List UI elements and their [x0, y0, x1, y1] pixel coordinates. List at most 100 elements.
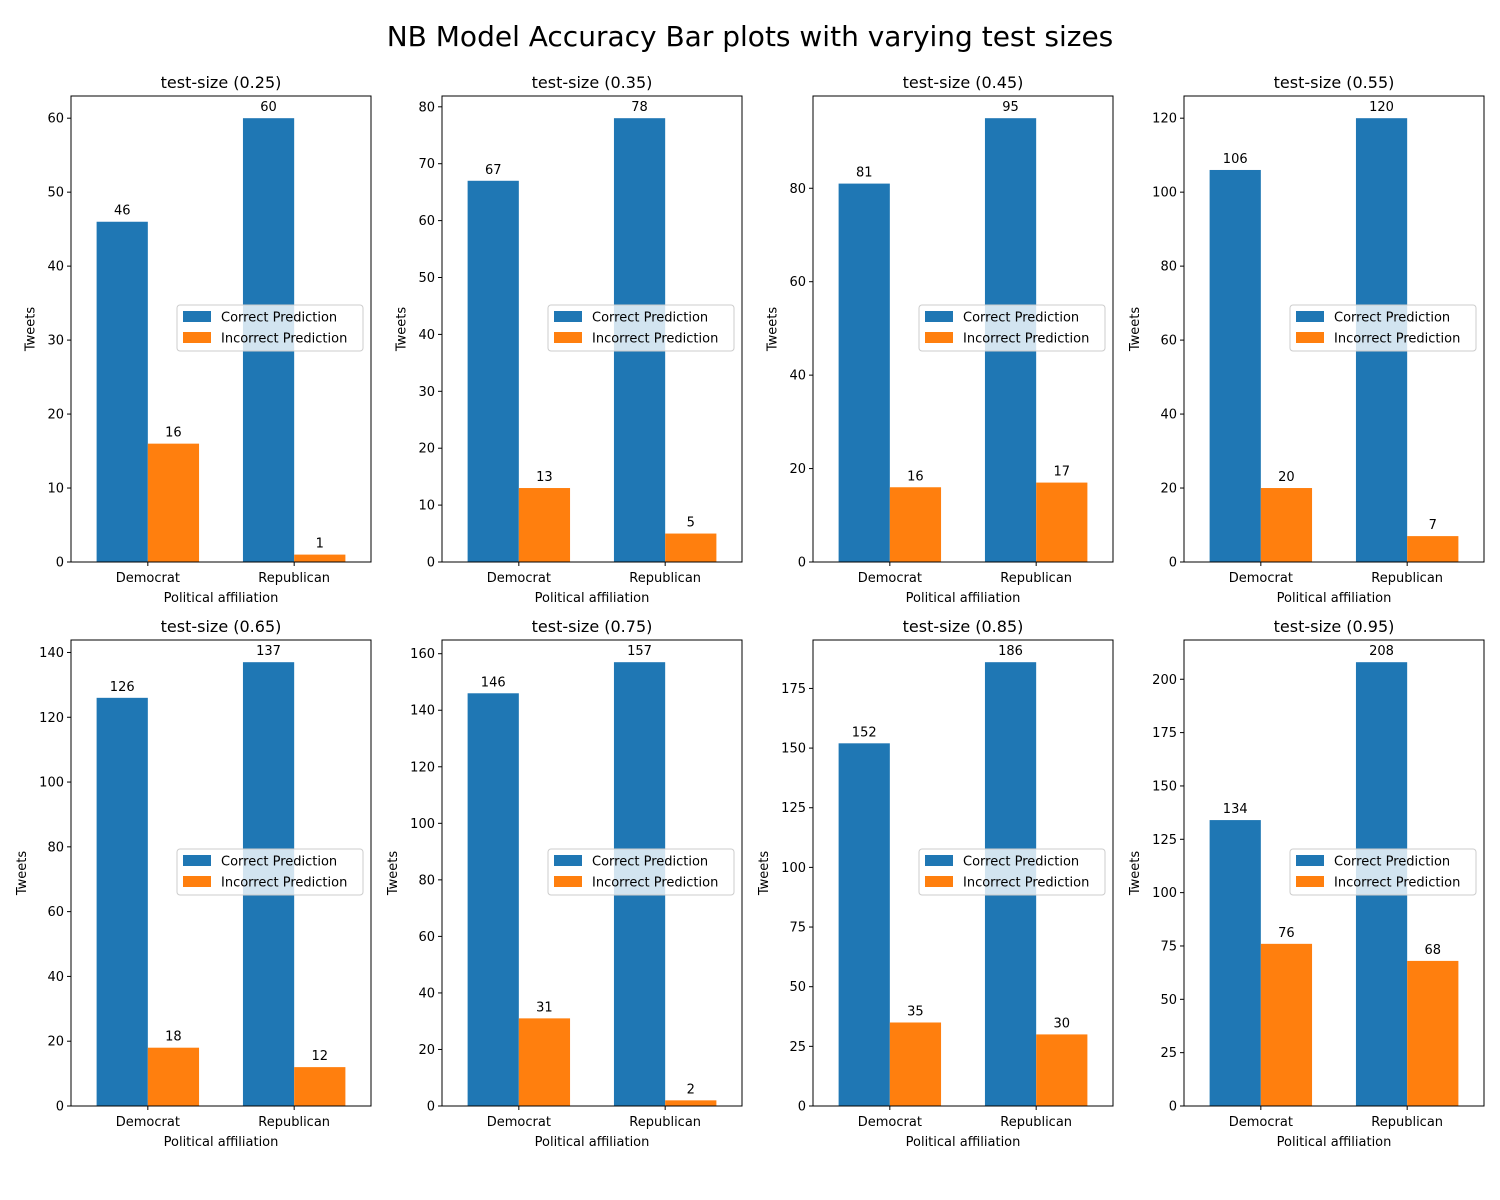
panel-8: 134 208 76 68 0 25 50 75 100 125 150 175 200 Democrat… [1128, 617, 1485, 1150]
y-tick-label: 10 [47, 482, 64, 497]
y-tick-label: 100 [410, 817, 435, 832]
legend: Correct Prediction Incorrect Prediction [547, 304, 735, 352]
correct-bar-democrat [1209, 169, 1261, 562]
y-tick-label: 140 [410, 704, 435, 719]
incorrect-bar-democrat [889, 1022, 942, 1106]
y-tick-label: 0 [56, 1100, 64, 1115]
legend-box [1289, 304, 1477, 352]
bar-value-label: 134 [1223, 802, 1248, 817]
bar-value-label: 208 [1369, 644, 1394, 659]
legend: Correct Prediction Incorrect Prediction [176, 848, 364, 896]
bar-value-label: 76 [1278, 926, 1295, 941]
legend-swatch [554, 332, 582, 343]
incorrect-bar-republican [1407, 536, 1459, 562]
panel-title: test-size (0.55) [1274, 73, 1395, 92]
x-tick-label: Republican [1371, 571, 1443, 586]
y-tick-label: 160 [410, 647, 435, 662]
bar-value-label: 16 [907, 469, 924, 484]
incorrect-bar-republican [1407, 960, 1459, 1106]
x-tick-label: Republican [1371, 1115, 1443, 1130]
legend-swatch [925, 876, 953, 887]
y-tick-label: 70 [418, 157, 435, 172]
y-tick-label: 25 [1160, 1046, 1177, 1061]
y-tick-label: 125 [1152, 833, 1177, 848]
axes-frame [70, 95, 372, 563]
bar-value-label: 68 [1425, 943, 1442, 958]
bar-value-label: 17 [1054, 465, 1071, 480]
x-tick-label: Democrat [116, 1115, 180, 1130]
y-tick-label: 60 [789, 275, 806, 290]
legend-entry: Correct Prediction [1334, 855, 1450, 870]
bar-value-label: 5 [687, 516, 695, 531]
y-tick-label: 200 [1152, 673, 1177, 688]
legend-swatch [183, 332, 211, 343]
y-tick-label: 20 [1160, 482, 1177, 497]
legend: Correct Prediction Incorrect Prediction [176, 304, 364, 352]
legend: Correct Prediction Incorrect Prediction [1289, 304, 1477, 352]
x-tick-label: Democrat [858, 571, 922, 586]
bar-value-label: 152 [852, 725, 877, 740]
legend-box [547, 304, 735, 352]
legend-swatch [554, 855, 582, 866]
legend-entry: Incorrect Prediction [221, 876, 347, 891]
y-tick-label: 30 [47, 334, 64, 349]
legend-entry: Incorrect Prediction [1334, 332, 1460, 347]
legend-swatch [554, 311, 582, 322]
x-tick-label: Democrat [858, 1115, 922, 1130]
panel-title: test-size (0.65) [161, 617, 282, 636]
y-tick-label: 100 [1152, 186, 1177, 201]
axes-frame [441, 95, 743, 563]
x-axis-label: Political affiliation [1277, 591, 1392, 606]
y-tick-label: 40 [789, 369, 806, 384]
bar-value-label: 120 [1369, 100, 1394, 115]
y-tick-label: 125 [781, 801, 806, 816]
figure-title: NB Model Accuracy Bar plots with varying… [387, 20, 1114, 53]
legend: Correct Prediction Incorrect Prediction [918, 304, 1106, 352]
legend-entry: Correct Prediction [592, 311, 708, 326]
y-tick-label: 25 [789, 1040, 806, 1055]
y-tick-label: 50 [47, 186, 64, 201]
y-tick-label: 50 [789, 980, 806, 995]
y-tick-label: 80 [1160, 260, 1177, 275]
y-tick-label: 10 [418, 499, 435, 514]
legend-swatch [1296, 332, 1324, 343]
bar-value-label: 30 [1054, 1016, 1071, 1031]
y-tick-label: 30 [418, 385, 435, 400]
panel-title: test-size (0.25) [161, 73, 282, 92]
y-tick-label: 60 [47, 112, 64, 127]
correct-bar-democrat [838, 743, 890, 1106]
y-tick-label: 20 [47, 1035, 64, 1050]
y-tick-label: 150 [1152, 779, 1177, 794]
x-tick-label: Republican [629, 1115, 701, 1130]
incorrect-bar-democrat [147, 1047, 200, 1106]
legend-swatch [925, 311, 953, 322]
incorrect-bar-democrat [889, 487, 942, 562]
incorrect-bar-republican [1036, 1034, 1088, 1106]
y-axis-label: Tweets [23, 307, 38, 353]
y-tick-label: 0 [427, 556, 435, 571]
legend-swatch [554, 876, 582, 887]
y-tick-label: 20 [418, 1043, 435, 1058]
incorrect-bar-republican [294, 1067, 346, 1106]
panel-7: 152 186 35 30 0 25 50 75 100 125 150 175 Democrat Rep… [757, 617, 1114, 1150]
legend-entry: Correct Prediction [221, 855, 337, 870]
legend-swatch [1296, 311, 1324, 322]
bar-value-label: 46 [114, 204, 131, 219]
axes-frame [70, 639, 372, 1107]
bar-value-label: 31 [536, 1000, 553, 1015]
y-tick-label: 100 [1152, 886, 1177, 901]
x-axis-label: Political affiliation [906, 1135, 1021, 1150]
correct-bar-democrat [1209, 820, 1261, 1106]
x-axis-label: Political affiliation [535, 1135, 650, 1150]
bar-value-label: 81 [856, 166, 873, 181]
legend-entry: Correct Prediction [963, 855, 1079, 870]
y-tick-label: 40 [47, 260, 64, 275]
axes-frame [441, 639, 743, 1107]
correct-bar-democrat [467, 180, 519, 562]
y-tick-label: 75 [789, 921, 806, 936]
y-tick-label: 175 [781, 682, 806, 697]
legend-swatch [183, 855, 211, 866]
y-tick-label: 120 [410, 760, 435, 775]
incorrect-bar-republican [665, 1100, 717, 1106]
